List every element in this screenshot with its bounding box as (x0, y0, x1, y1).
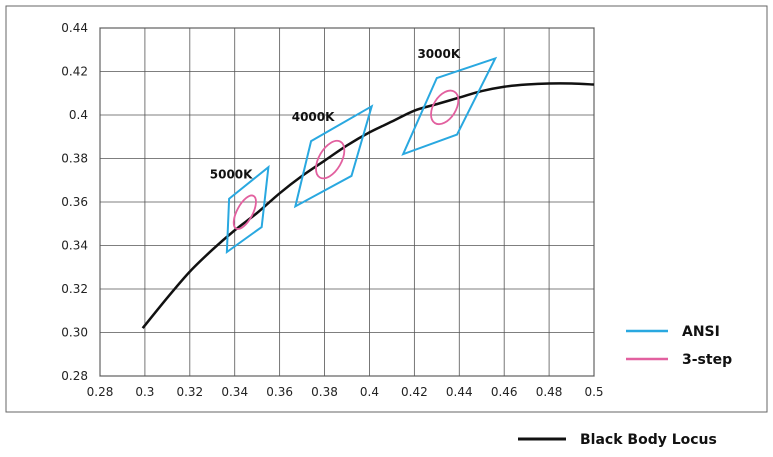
ansi-quadrangle-5000k (225, 164, 270, 255)
cct-label-4000k: 4000K (292, 110, 335, 124)
x-tick-label: 0.48 (536, 385, 563, 399)
y-tick-label: 0.44 (61, 21, 88, 35)
x-tick-label: 0.36 (266, 385, 293, 399)
legend: ANSI 3-step Black Body Locus (518, 324, 732, 448)
x-tick-label: 0.32 (176, 385, 203, 399)
x-tick-label: 0.44 (446, 385, 473, 399)
grid-layer (99, 27, 595, 377)
tick-label-layer: 0.28 0.3 0.32 0.34 0.36 0.38 0.4 0.42 0.44 0.46 0.… (61, 21, 603, 399)
legend-label-black-body-locus: Black Body Locus (580, 432, 717, 448)
y-tick-label: 0.36 (61, 195, 88, 209)
x-tick-label: 0.4 (360, 385, 379, 399)
y-tick-label: 0.4 (69, 108, 88, 122)
y-tick-label: 0.32 (61, 282, 88, 296)
y-tick-label: 0.34 (61, 239, 88, 253)
y-tick-label: 0.42 (61, 65, 88, 79)
cct-label-3000k: 3000K (417, 47, 460, 61)
x-tick-label: 0.38 (311, 385, 338, 399)
x-tick-label: 0.28 (87, 385, 114, 399)
x-tick-label: 0.46 (491, 385, 518, 399)
x-tick-label: 0.34 (221, 385, 248, 399)
series-layer: 5000K 4000K 3000K (141, 47, 595, 329)
x-tick-label: 0.3 (135, 385, 154, 399)
cct-label-5000k: 5000K (210, 168, 253, 182)
ansi-quadrangle-4000k (293, 104, 374, 209)
three-step-ellipse-5000k (232, 194, 257, 230)
y-tick-label: 0.28 (61, 369, 88, 383)
legend-label-3-step: 3-step (682, 352, 732, 368)
y-tick-label: 0.30 (61, 326, 88, 340)
x-tick-label: 0.42 (401, 385, 428, 399)
x-tick-label: 0.5 (584, 385, 603, 399)
y-tick-label: 0.38 (61, 152, 88, 166)
three-step-ellipse-4000k (315, 139, 346, 180)
black-body-locus-line (141, 82, 595, 329)
ansi-quadrangle-3000k (401, 56, 498, 156)
legend-label-ansi: ANSI (682, 324, 720, 340)
three-step-ellipse-3000k (430, 89, 460, 126)
